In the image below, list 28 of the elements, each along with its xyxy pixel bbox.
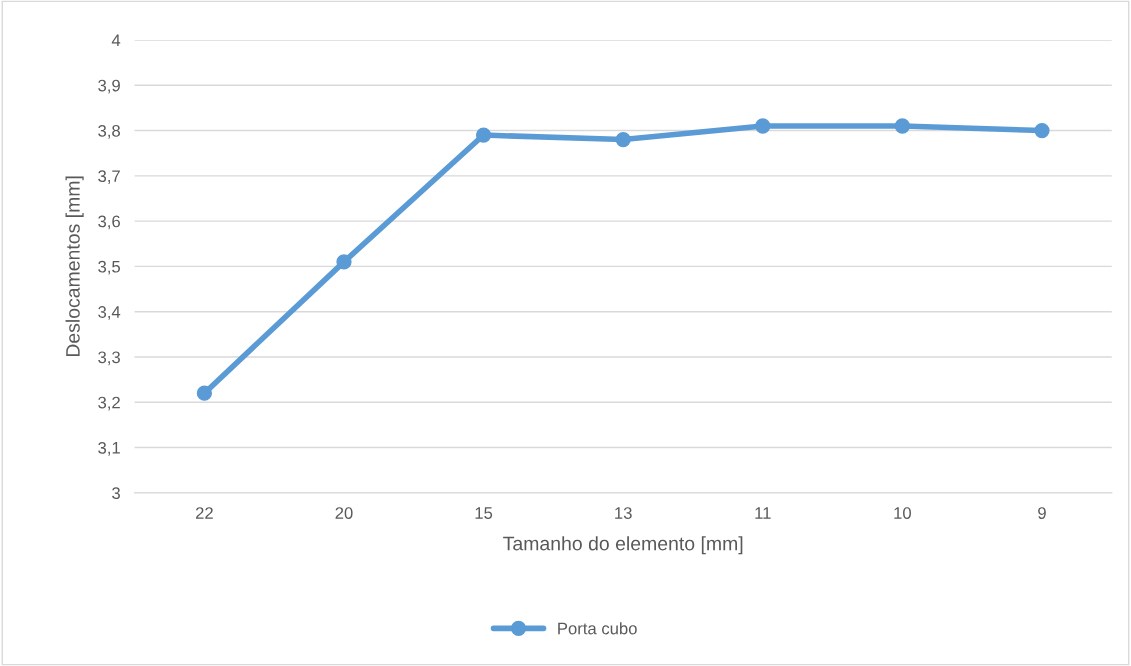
y-tick-label: 3,9 (98, 79, 120, 94)
y-tick-label: 3,4 (98, 306, 121, 320)
x-axis-title: Tamanho do elemento [mm] (503, 536, 743, 555)
y-tick-label: 3,6 (98, 215, 120, 230)
point (894, 118, 911, 134)
y-tick-label: 3,8 (98, 124, 120, 139)
point (336, 254, 352, 270)
x-tick-label: 15 (475, 507, 493, 519)
x-tick-label: 10 (894, 507, 911, 519)
y-tick-label: 3,5 (98, 260, 120, 275)
y-tick-label: 3,2 (98, 396, 120, 411)
x-tick-label: 20 (335, 507, 353, 519)
y-tick-label: 3,3 (98, 351, 120, 366)
point (1034, 122, 1050, 139)
y-tick-label: 3,7 (98, 170, 120, 184)
y-tick-label: 3 (112, 487, 120, 500)
y-tick-label: 3,1 (98, 441, 120, 456)
y-axis-title: Deslocamentos [mm] (65, 176, 84, 357)
point (196, 385, 213, 401)
y-tick-label: 4 (111, 34, 121, 46)
point (475, 127, 492, 143)
x-tick-label: 13 (615, 507, 632, 519)
point (755, 118, 771, 134)
x-tick-label: 22 (195, 507, 213, 519)
x-tick-label: 11 (755, 507, 771, 519)
legend-label: Porta cubo (558, 622, 637, 635)
x-tick-label: 9 (1038, 507, 1046, 519)
point (615, 131, 631, 148)
